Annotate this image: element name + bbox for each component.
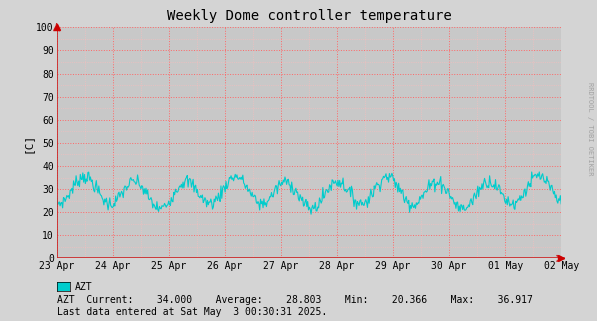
Text: Last data entered at Sat May  3 00:30:31 2025.: Last data entered at Sat May 3 00:30:31 … — [57, 307, 327, 317]
Text: AZT: AZT — [75, 282, 93, 292]
Y-axis label: [C]: [C] — [22, 133, 32, 153]
Text: RRDTOOL / TOBI OETIKER: RRDTOOL / TOBI OETIKER — [587, 82, 593, 175]
Title: Weekly Dome controller temperature: Weekly Dome controller temperature — [167, 9, 451, 23]
Text: AZT  Current:    34.000    Average:    28.803    Min:    20.366    Max:    36.91: AZT Current: 34.000 Average: 28.803 Min:… — [57, 295, 533, 305]
